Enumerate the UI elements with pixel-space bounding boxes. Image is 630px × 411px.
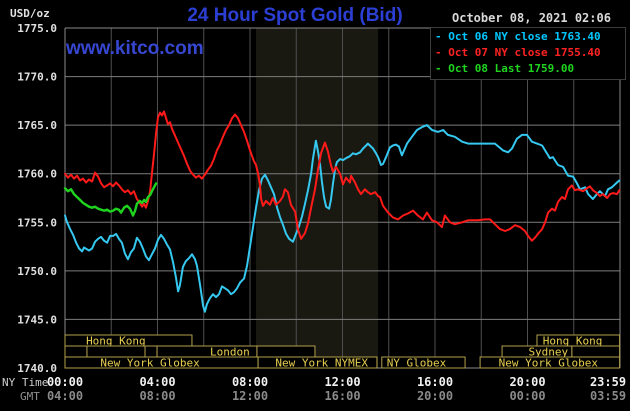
x-axis-tick-ny: 00:00: [47, 375, 83, 389]
x-axis-tick-gmt: 00:00: [509, 389, 545, 403]
oct06-dash-icon: -: [435, 30, 442, 43]
x-axis-tick-ny: 16:00: [417, 375, 453, 389]
y-axis-tick: 1770.0: [17, 71, 57, 84]
x-axis-tick-ny: 04:00: [139, 375, 175, 389]
session-label: Hong Kong: [543, 335, 603, 348]
x-axis-tick-ny: 08:00: [232, 375, 268, 389]
x-axis-tick-ny: 20:00: [509, 375, 545, 389]
nymex-session-band: [256, 28, 379, 368]
legend-box: - Oct 06 NY close 1763.40 - Oct 07 NY cl…: [430, 27, 626, 80]
x-axis-tick-gmt: 16:00: [324, 389, 360, 403]
y-axis-tick: 1745.0: [17, 313, 57, 326]
session-box: [381, 356, 466, 369]
session-label: New York NYMEX: [275, 357, 368, 370]
session-box: [257, 356, 378, 369]
session-label: New York Globex: [499, 357, 599, 370]
x-axis-tick-gmt: 20:00: [417, 389, 453, 403]
legend-label-oct06: Oct 06 NY close 1763.40: [448, 30, 601, 43]
session-box: [64, 345, 88, 358]
y-axis-tick: 1740.0: [17, 362, 57, 375]
legend-label-oct08: Oct 08 Last 1759.00: [448, 62, 575, 75]
kitco-link[interactable]: www.kitco.com: [66, 38, 204, 59]
session-label: NY Globex: [387, 357, 447, 370]
x-axis-tick-gmt: 04:00: [47, 389, 83, 403]
price-line-oct07: [64, 110, 621, 242]
y-axis-tick: 1755.0: [17, 216, 57, 229]
price-line-oct06: [64, 124, 621, 313]
legend-item-oct07: - Oct 07 NY close 1755.40: [435, 45, 621, 61]
timestamp: October 08, 2021 02:06: [452, 11, 611, 25]
page-title: 24 Hour Spot Gold (Bid): [187, 5, 403, 26]
x-axis-tick-gmt: 08:00: [139, 389, 175, 403]
legend-label-oct07: Oct 07 NY close 1755.40: [448, 46, 601, 59]
session-box: [479, 356, 621, 369]
oct07-dash-icon: -: [435, 46, 442, 59]
session-box: [144, 345, 158, 358]
x-axis-tick-ny: 12:00: [324, 375, 360, 389]
y-axis-tick: 1765.0: [17, 119, 57, 132]
session-label: Hong Kong: [86, 335, 146, 348]
gmt-axis-label: GMT: [20, 390, 40, 403]
session-label: New York Globex: [100, 357, 200, 370]
x-axis-tick-ny: 23:59: [590, 375, 626, 389]
x-axis-tick-gmt: 12:00: [232, 389, 268, 403]
session-label: Sydney: [528, 346, 568, 359]
legend-item-oct08: - Oct 08 Last 1759.00: [435, 61, 621, 77]
y-axis-unit-label: USD/oz: [10, 7, 50, 20]
y-axis-tick: 1760.0: [17, 168, 57, 181]
y-axis-tick: 1750.0: [17, 265, 57, 278]
price-line-oct08: [63, 182, 158, 217]
y-axis-tick: 1775.0: [17, 22, 57, 35]
oct08-dash-icon: -: [435, 62, 442, 75]
session-box: [256, 345, 316, 358]
session-label: London: [210, 346, 250, 359]
legend-item-oct06: - Oct 06 NY close 1763.40: [435, 29, 621, 45]
session-box: [571, 345, 621, 358]
ny-time-axis-label: NY Time: [2, 376, 49, 389]
x-axis-tick-gmt: 03:59: [590, 389, 626, 403]
session-box: [86, 345, 146, 358]
